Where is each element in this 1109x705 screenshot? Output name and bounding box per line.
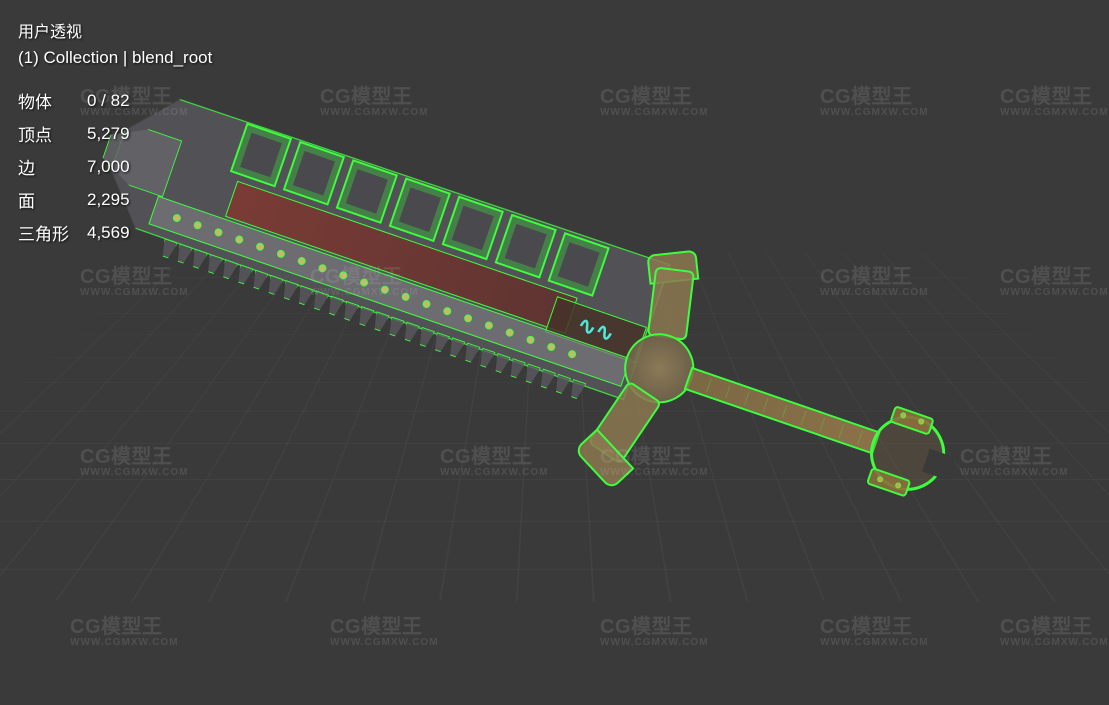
crossguard-arm-top [647, 266, 695, 340]
watermark: CG模型王WWW.CGMXW.COM [330, 610, 439, 648]
stat-row-objects: 物体 0 / 82 [18, 84, 130, 117]
collection-label: (1) Collection | blend_root [18, 48, 212, 68]
stat-row-triangles: 三角形 4,569 [18, 216, 130, 249]
watermark: CG模型王WWW.CGMXW.COM [960, 440, 1069, 478]
stat-value: 0 / 82 [87, 84, 130, 117]
viewport-overlay: 用户透视 (1) Collection | blend_root 物体 0 / … [18, 18, 212, 249]
stat-label: 面 [18, 183, 87, 216]
stat-label: 边 [18, 150, 87, 183]
watermark: CG模型王WWW.CGMXW.COM [70, 610, 179, 648]
handle-grip [684, 367, 881, 455]
stat-value: 5,279 [87, 117, 130, 150]
stat-value: 2,295 [87, 183, 130, 216]
watermark: CG模型王WWW.CGMXW.COM [80, 260, 189, 298]
watermark: CG模型王WWW.CGMXW.COM [320, 80, 429, 118]
stat-label: 顶点 [18, 117, 87, 150]
watermark: CG模型王WWW.CGMXW.COM [1000, 80, 1109, 118]
watermark: CG模型王WWW.CGMXW.COM [310, 260, 419, 298]
watermark: CG模型王WWW.CGMXW.COM [820, 80, 929, 118]
watermark: CG模型王WWW.CGMXW.COM [600, 440, 709, 478]
watermark: CG模型王WWW.CGMXW.COM [820, 260, 929, 298]
view-label: 用户透视 [18, 18, 212, 42]
watermark: CG模型王WWW.CGMXW.COM [820, 610, 929, 648]
watermark: CG模型王WWW.CGMXW.COM [600, 610, 709, 648]
stat-row-faces: 面 2,295 [18, 183, 130, 216]
watermark: CG模型王WWW.CGMXW.COM [1000, 610, 1109, 648]
stat-row-edges: 边 7,000 [18, 150, 130, 183]
stat-row-vertices: 顶点 5,279 [18, 117, 130, 150]
stat-label: 物体 [18, 84, 87, 117]
watermark: CG模型王WWW.CGMXW.COM [440, 440, 549, 478]
watermark: CG模型王WWW.CGMXW.COM [600, 80, 709, 118]
stat-value: 7,000 [87, 150, 130, 183]
watermark: CG模型王WWW.CGMXW.COM [80, 440, 189, 478]
stat-label: 三角形 [18, 216, 87, 249]
watermark: CG模型王WWW.CGMXW.COM [1000, 260, 1109, 298]
stats-table: 物体 0 / 82 顶点 5,279 边 7,000 面 2,295 三角形 4… [18, 84, 130, 249]
stat-value: 4,569 [87, 216, 130, 249]
